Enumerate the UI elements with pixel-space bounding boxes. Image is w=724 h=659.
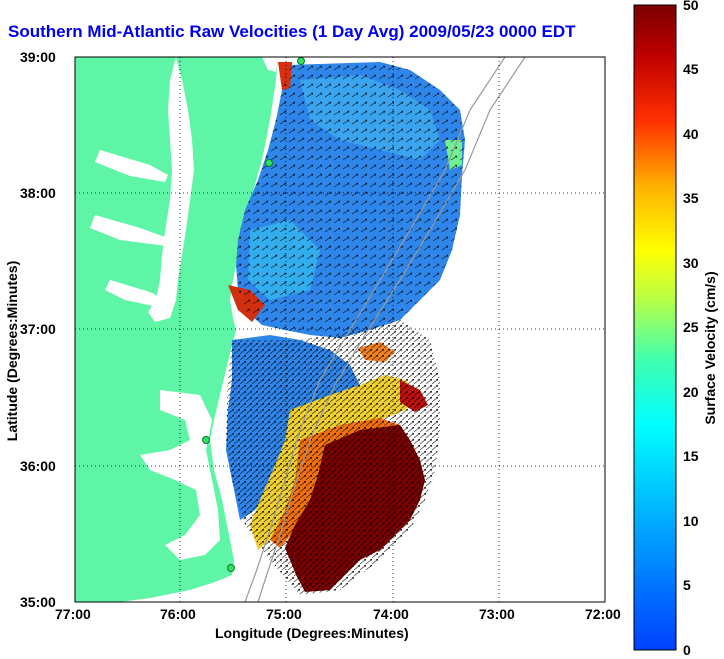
velocity-vectors-south bbox=[226, 320, 440, 595]
x-tick-label: 76:00 bbox=[160, 606, 196, 622]
y-tick-label: 36:00 bbox=[20, 458, 56, 474]
colorbar-tick: 20 bbox=[683, 384, 699, 400]
colorbar-tick: 50 bbox=[683, 0, 699, 13]
y-tick-label: 37:00 bbox=[20, 321, 56, 337]
x-tick-label: 75:00 bbox=[266, 606, 302, 622]
y-axis-label: Latitude (Degrees:Minutes) bbox=[4, 260, 20, 442]
bay-tributary-1 bbox=[95, 150, 168, 182]
plot-frame bbox=[74, 56, 606, 603]
pamlico-sound bbox=[140, 390, 220, 560]
x-tick-label: 74:00 bbox=[373, 606, 409, 622]
colorbar-tick: 25 bbox=[683, 319, 699, 335]
radar-stations bbox=[202, 57, 305, 572]
x-axis-label: Longitude (Degrees:Minutes) bbox=[215, 625, 409, 641]
colorbar-tick: 0 bbox=[683, 642, 691, 658]
colorbar-tick: 30 bbox=[683, 255, 699, 271]
y-tick-label: 38:00 bbox=[20, 185, 56, 201]
x-tick-label: 73:00 bbox=[479, 606, 515, 622]
colorbar-tick: 40 bbox=[683, 126, 699, 142]
bathymetry-contour-1 bbox=[244, 57, 506, 602]
velocity-vectors-north bbox=[236, 62, 465, 338]
bay-tributary-2 bbox=[90, 215, 168, 246]
colorbar-title: Surface Velocity (cm/s) bbox=[702, 271, 718, 425]
y-tick-label: 35:00 bbox=[20, 594, 56, 610]
map-title: Southern Mid-Atlantic Raw Velocities (1 … bbox=[8, 22, 576, 41]
x-tick-label: 77:00 bbox=[55, 606, 91, 622]
colorbar-tick: 35 bbox=[683, 190, 699, 206]
chesapeake-bay bbox=[148, 57, 194, 322]
colorbar bbox=[633, 4, 677, 651]
y-tick-label: 39:00 bbox=[20, 49, 56, 65]
colorbar-tick: 10 bbox=[683, 513, 699, 529]
colorbar-tick: 15 bbox=[683, 448, 699, 464]
colorbar-tick: 45 bbox=[683, 61, 699, 77]
bathymetry-contour-2 bbox=[257, 57, 526, 602]
bay-tributary-3 bbox=[105, 280, 166, 308]
delaware-bay bbox=[262, 57, 278, 72]
grid-lines bbox=[75, 57, 605, 602]
colorbar-tick: 5 bbox=[683, 577, 691, 593]
x-tick-label: 72:00 bbox=[585, 606, 621, 622]
